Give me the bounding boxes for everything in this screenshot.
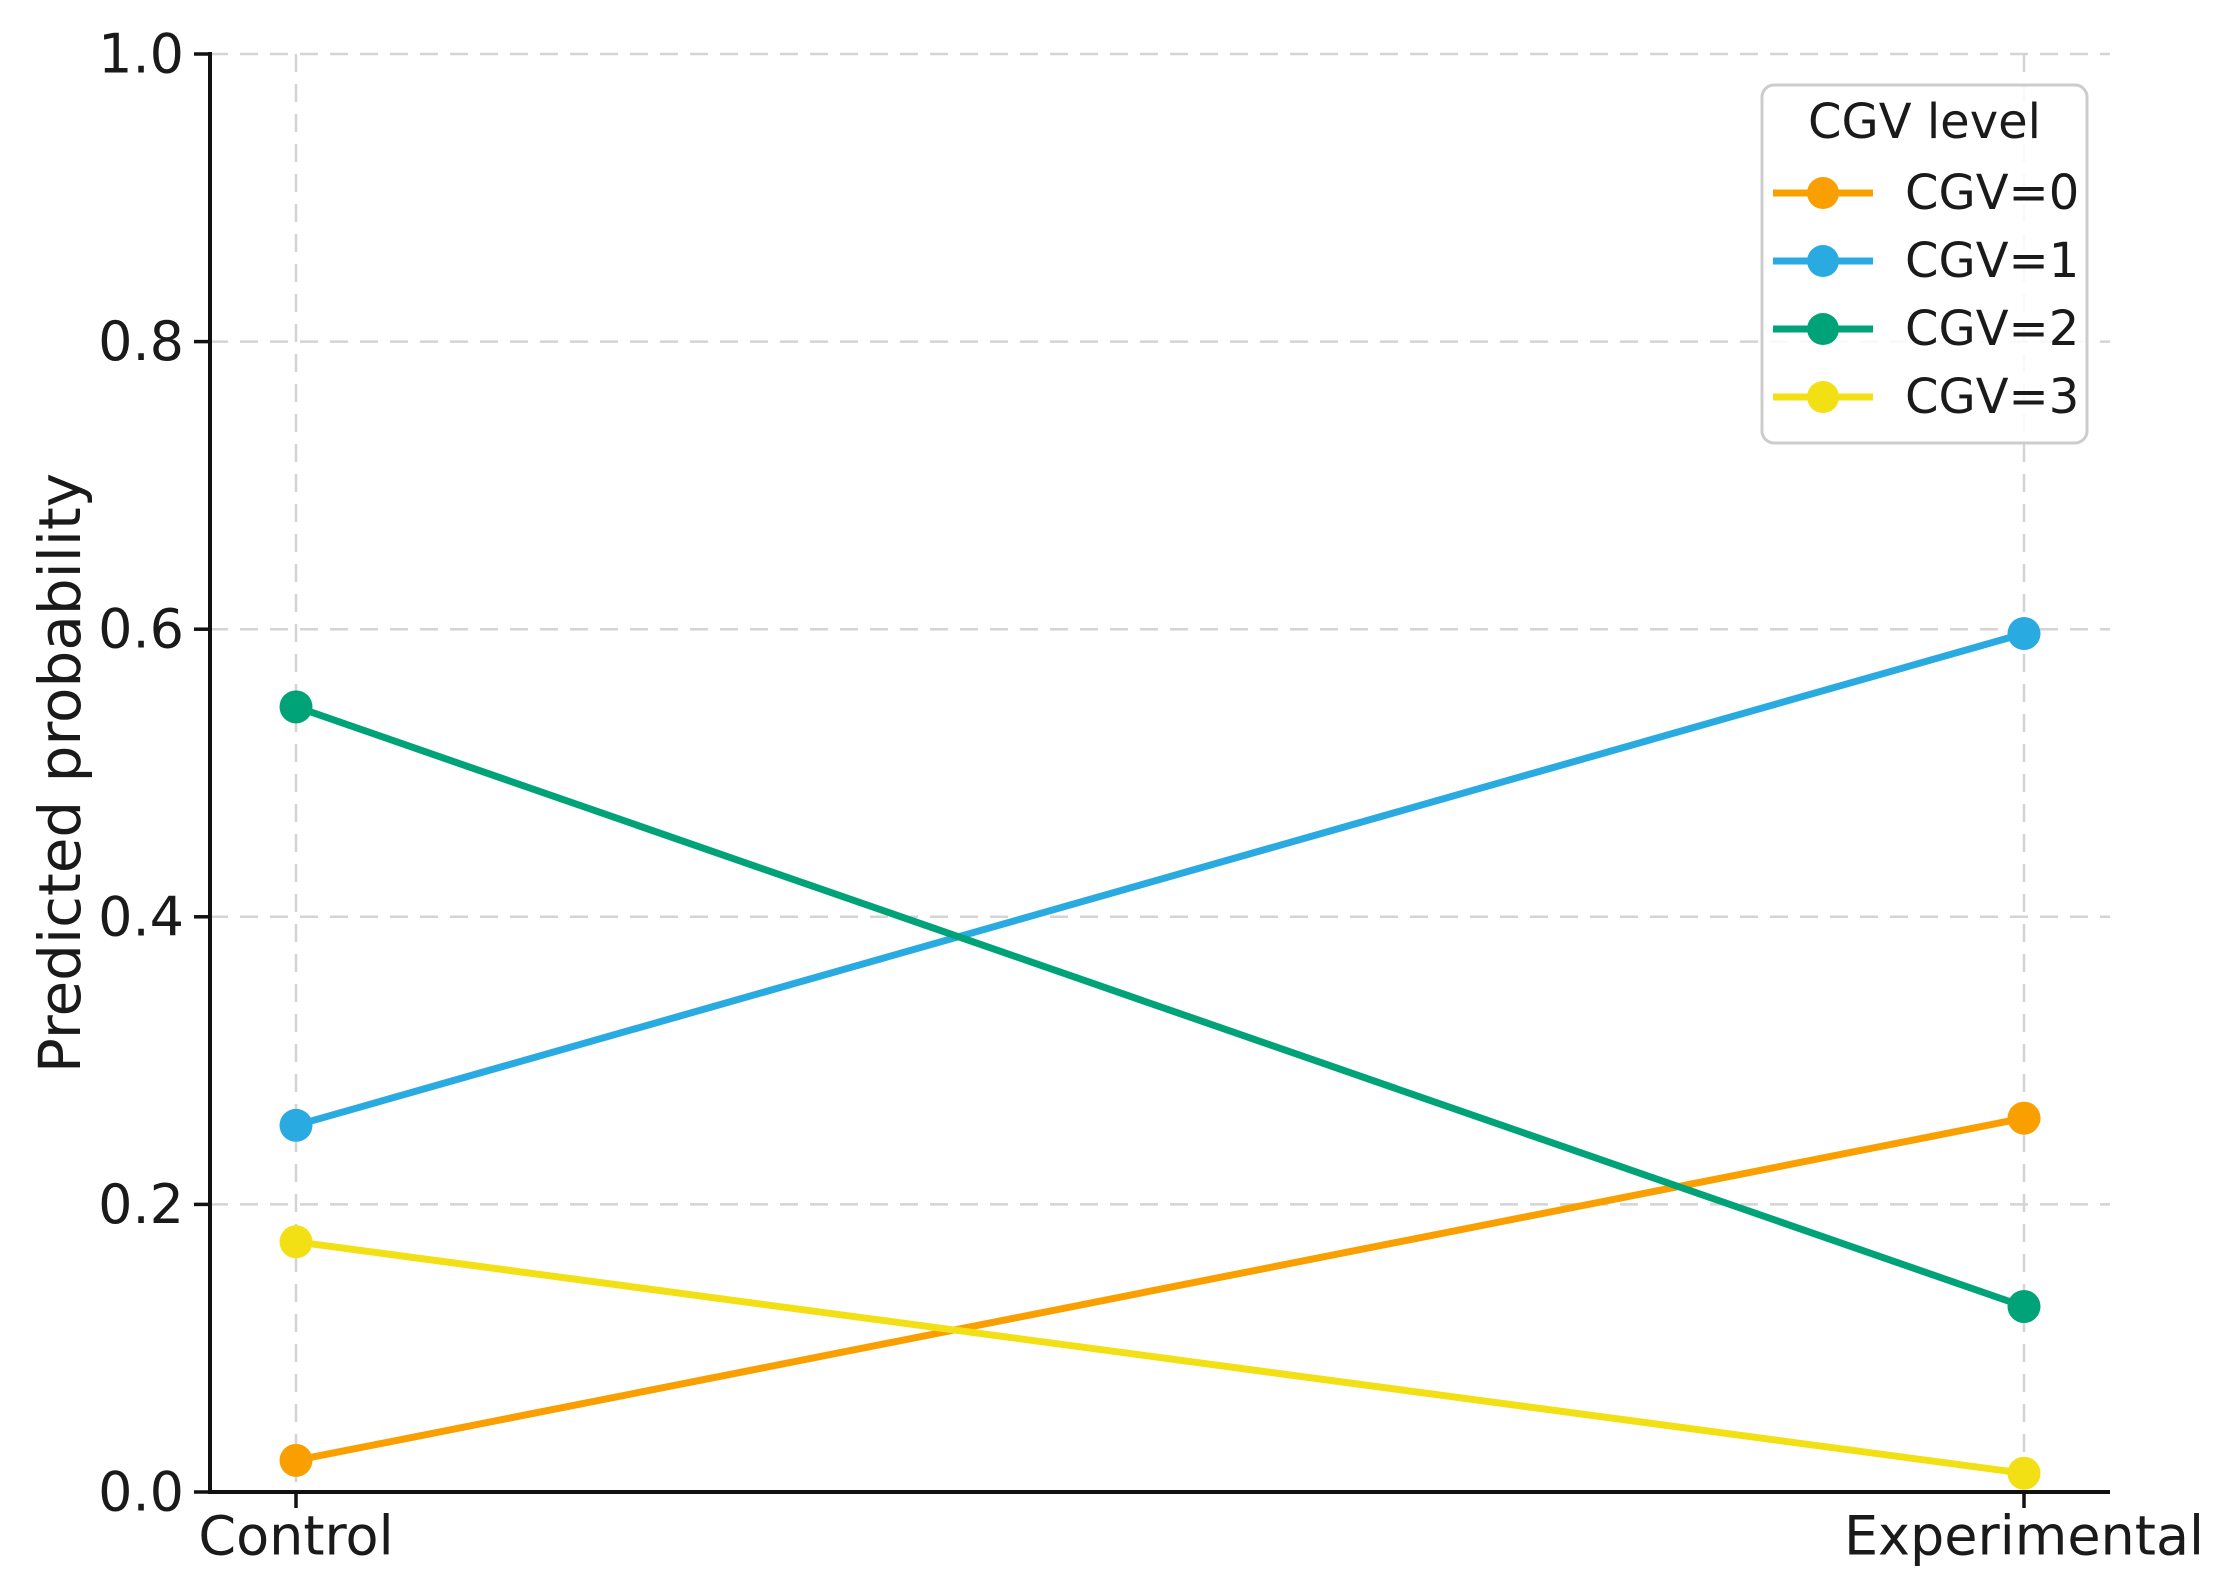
series-line-cgv1 bbox=[292, 630, 2028, 1129]
series-line-cgv0 bbox=[292, 1114, 2028, 1464]
data-point-cgv0-experimental bbox=[2007, 1101, 2041, 1135]
x-tick-label-experimental: Experimental bbox=[1844, 1505, 2204, 1568]
y-axis-label: Predicted probability bbox=[26, 473, 94, 1073]
x-tick-label-control: Control bbox=[198, 1505, 393, 1568]
legend-box bbox=[1760, 83, 2089, 445]
data-point-cgv2-control bbox=[279, 690, 313, 724]
series-line-cgv2 bbox=[292, 703, 2028, 1310]
legend-marker-cgv1 bbox=[1807, 245, 1839, 277]
legend-marker-cgv3 bbox=[1807, 381, 1839, 413]
legend-marker-cgv2 bbox=[1807, 313, 1839, 345]
y-tick-label-0.4: 0.4 bbox=[98, 885, 184, 948]
legend-label-cgv0: CGV=0 bbox=[1905, 165, 2079, 221]
data-point-cgv3-experimental bbox=[2007, 1456, 2041, 1490]
legend-marker-cgv0 bbox=[1807, 177, 1839, 209]
series-line-cgv3 bbox=[292, 1238, 2028, 1477]
data-point-cgv1-control bbox=[279, 1108, 313, 1142]
data-point-cgv1-experimental bbox=[2007, 617, 2041, 651]
y-tick-label-0.6: 0.6 bbox=[98, 598, 184, 661]
data-point-cgv2-experimental bbox=[2007, 1289, 2041, 1323]
legend-title: CGV level bbox=[1808, 94, 2041, 150]
y-tick-label-1.0: 1.0 bbox=[98, 23, 184, 86]
legend-label-cgv2: CGV=2 bbox=[1905, 301, 2079, 357]
y-tick-label-0.8: 0.8 bbox=[98, 310, 184, 373]
data-point-cgv0-control bbox=[279, 1443, 313, 1477]
legend-label-cgv1: CGV=1 bbox=[1905, 233, 2079, 289]
legend-label-cgv3: CGV=3 bbox=[1905, 369, 2079, 425]
y-tick-label-0.0: 0.0 bbox=[98, 1461, 184, 1524]
data-point-cgv3-control bbox=[279, 1225, 313, 1259]
y-tick-label-0.2: 0.2 bbox=[98, 1173, 184, 1236]
